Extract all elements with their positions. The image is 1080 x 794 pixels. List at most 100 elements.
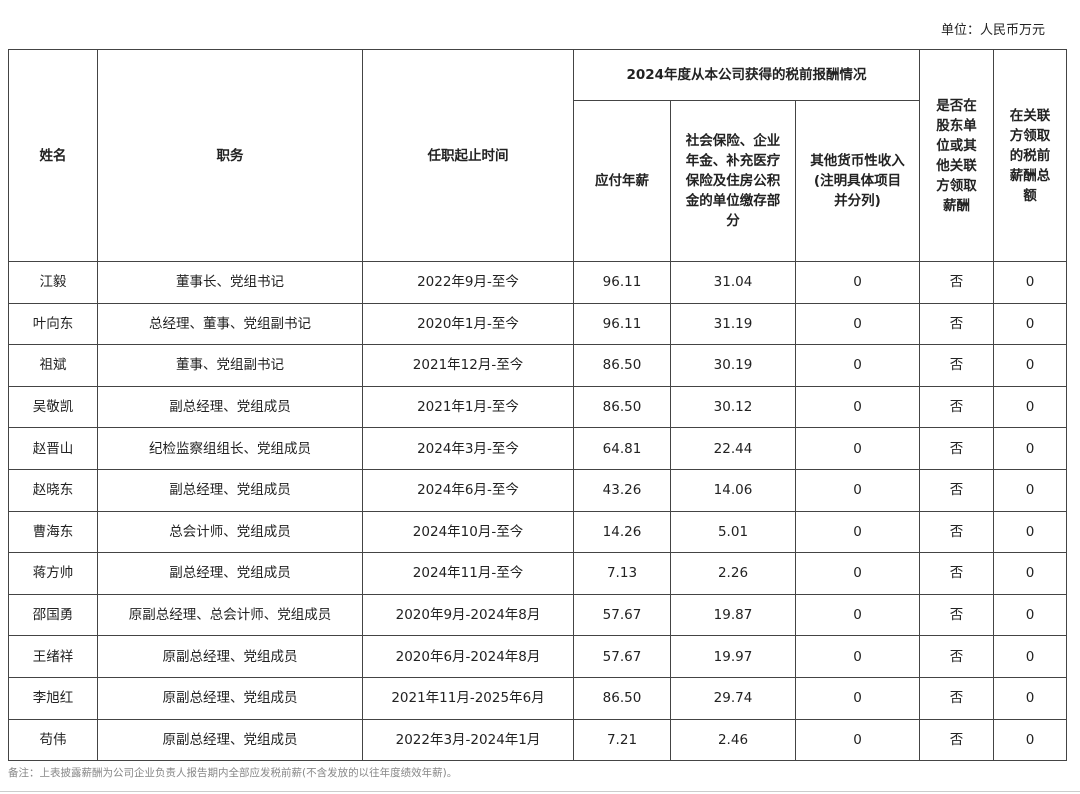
cell-salary: 86.50: [573, 385, 671, 429]
cell-related-total: 0: [993, 635, 1068, 678]
cell-related-flag: 否: [919, 676, 995, 720]
cell-related-total: 0: [993, 302, 1068, 346]
header-related-flag: 是否在股东单位或其他关联方领取薪酬: [919, 49, 995, 262]
cell-position: 副总经理、党组成员: [97, 385, 363, 429]
cell-related-total: 0: [993, 552, 1068, 595]
cell-related-flag: 否: [919, 718, 995, 762]
cell-salary: 96.11: [573, 302, 671, 346]
cell-related-flag: 否: [919, 552, 995, 595]
cell-name: 曹海东: [8, 510, 98, 554]
cell-position: 副总经理、党组成员: [97, 552, 363, 595]
cell-related-flag: 否: [919, 261, 995, 304]
cell-salary: 86.50: [573, 344, 671, 387]
cell-insurance: 30.12: [670, 385, 796, 429]
table-row: 苟伟 原副总经理、党组成员 2022年3月-2024年1月 7.21 2.46 0 否 0: [8, 718, 1068, 762]
cell-name: 吴敬凯: [8, 385, 98, 429]
cell-other: 0: [794, 427, 921, 470]
cell-salary: 64.81: [573, 427, 671, 470]
cell-related-total: 0: [993, 261, 1068, 304]
cell-term: 2021年11月-2025年6月: [362, 676, 574, 720]
table-row: 李旭红 原副总经理、党组成员 2021年11月-2025年6月 86.50 29.74 0…: [8, 676, 1068, 720]
header-insurance: 社会保险、企业年金、补充医疗保险及住房公积金的单位缴存部分: [670, 100, 796, 262]
cell-term: 2020年6月-2024年8月: [362, 635, 574, 678]
table-row: 蒋方帅 副总经理、党组成员 2024年11月-至今 7.13 2.26 0 否 0: [8, 552, 1068, 595]
divider: [0, 791, 1080, 792]
cell-related-flag: 否: [919, 635, 995, 678]
cell-name: 赵晓东: [8, 468, 98, 512]
table-row: 王绪祥 原副总经理、党组成员 2020年6月-2024年8月 57.67 19.97 0 否…: [8, 635, 1068, 678]
cell-name: 邵国勇: [8, 593, 98, 637]
cell-position: 副总经理、党组成员: [97, 468, 363, 512]
unit-label: 单位：人民币万元: [940, 23, 1045, 38]
cell-salary: 7.21: [573, 718, 671, 762]
cell-term: 2020年9月-2024年8月: [362, 593, 574, 637]
footnote: 备注：上表披露薪酬为公司企业负责人报告期内全部应发税前薪(不含发放的以往年度绩效…: [8, 767, 458, 779]
cell-position: 纪检监察组组长、党组成员: [97, 427, 363, 470]
header-position: 职务: [97, 49, 363, 262]
table-row: 赵晋山 纪检监察组组长、党组成员 2024年3月-至今 64.81 22.44 0 否 0: [8, 427, 1068, 470]
cell-position: 原副总经理、党组成员: [97, 718, 363, 762]
cell-insurance: 22.44: [670, 427, 796, 470]
table-row: 祖斌 董事、党组副书记 2021年12月-至今 86.50 30.19 0 否 0: [8, 344, 1068, 387]
cell-other: 0: [794, 385, 921, 429]
cell-term: 2021年12月-至今: [362, 344, 574, 387]
cell-related-total: 0: [993, 593, 1068, 637]
cell-insurance: 5.01: [670, 510, 796, 554]
cell-insurance: 31.19: [670, 302, 796, 346]
cell-name: 叶向东: [8, 302, 98, 346]
cell-other: 0: [794, 635, 921, 678]
cell-salary: 14.26: [573, 510, 671, 554]
cell-position: 总会计师、党组成员: [97, 510, 363, 554]
cell-other: 0: [794, 510, 921, 554]
cell-position: 原副总经理、党组成员: [97, 676, 363, 720]
cell-related-flag: 否: [919, 302, 995, 346]
cell-insurance: 19.97: [670, 635, 796, 678]
cell-insurance: 30.19: [670, 344, 796, 387]
cell-salary: 57.67: [573, 635, 671, 678]
header-name: 姓名: [8, 49, 98, 262]
cell-other: 0: [794, 676, 921, 720]
cell-position: 原副总经理、党组成员: [97, 635, 363, 678]
header-other: 其他货币性收入(注明具体项目并分列): [794, 100, 921, 262]
cell-other: 0: [794, 468, 921, 512]
cell-insurance: 2.46: [670, 718, 796, 762]
cell-position: 总经理、董事、党组副书记: [97, 302, 363, 346]
cell-term: 2022年9月-至今: [362, 261, 574, 304]
cell-other: 0: [794, 718, 921, 762]
cell-insurance: 19.87: [670, 593, 796, 637]
cell-salary: 96.11: [573, 261, 671, 304]
table-row: 叶向东 总经理、董事、党组副书记 2020年1月-至今 96.11 31.19 0 否 0: [8, 302, 1068, 346]
cell-salary: 43.26: [573, 468, 671, 512]
table-row: 邵国勇 原副总经理、总会计师、党组成员 2020年9月-2024年8月 57.67 19…: [8, 593, 1068, 637]
cell-position: 董事长、党组书记: [97, 261, 363, 304]
cell-related-total: 0: [993, 427, 1068, 470]
header-group: 2024年度从本公司获得的税前报酬情况: [572, 49, 921, 101]
cell-related-total: 0: [993, 510, 1068, 554]
cell-name: 王绪祥: [8, 635, 98, 678]
cell-term: 2024年3月-至今: [362, 427, 574, 470]
cell-name: 祖斌: [8, 344, 98, 387]
cell-related-flag: 否: [919, 344, 995, 387]
cell-term: 2024年11月-至今: [362, 552, 574, 595]
cell-related-flag: 否: [919, 510, 995, 554]
cell-term: 2024年6月-至今: [362, 468, 574, 512]
cell-related-total: 0: [993, 344, 1068, 387]
cell-name: 蒋方帅: [8, 552, 98, 595]
cell-insurance: 31.04: [670, 261, 796, 304]
cell-insurance: 2.26: [670, 552, 796, 595]
cell-other: 0: [794, 261, 921, 304]
cell-related-total: 0: [993, 468, 1068, 512]
cell-name: 苟伟: [8, 718, 98, 762]
cell-name: 江毅: [8, 261, 98, 304]
cell-other: 0: [794, 593, 921, 637]
cell-term: 2022年3月-2024年1月: [362, 718, 574, 762]
cell-related-flag: 否: [919, 468, 995, 512]
cell-salary: 7.13: [573, 552, 671, 595]
compensation-table: 姓名 职务 任职起止时间 2024年度从本公司获得的税前报酬情况 是否在股东单位…: [8, 49, 1068, 762]
cell-name: 李旭红: [8, 676, 98, 720]
cell-position: 原副总经理、总会计师、党组成员: [97, 593, 363, 637]
cell-other: 0: [794, 552, 921, 595]
cell-name: 赵晋山: [8, 427, 98, 470]
table-row: 曹海东 总会计师、党组成员 2024年10月-至今 14.26 5.01 0 否 0: [8, 510, 1068, 554]
cell-related-flag: 否: [919, 593, 995, 637]
